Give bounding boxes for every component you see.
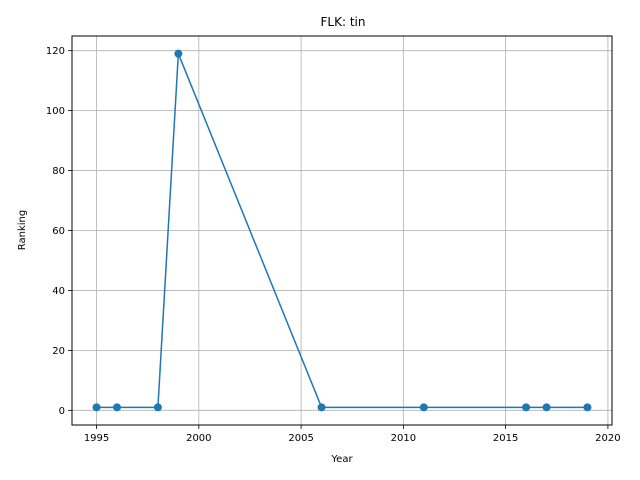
y-tick-label: 100 (46, 106, 65, 117)
data-point (317, 403, 326, 412)
data-point (583, 403, 592, 412)
grid (72, 36, 612, 425)
series-layer (92, 49, 592, 412)
data-point (92, 403, 101, 412)
x-tick-label: 1995 (84, 433, 109, 444)
x-axis-label: Year (330, 454, 353, 465)
y-tick-label: 80 (52, 166, 65, 177)
y-axis-label: Ranking (17, 210, 28, 250)
axis-ticks: 1995 2000 2005 2010 2015 2020 0 20 40 60 80 100 120 (46, 46, 621, 444)
data-point (113, 403, 121, 412)
data-point (153, 403, 162, 412)
data-point (542, 403, 551, 412)
x-tick-label: 2015 (493, 433, 518, 444)
y-tick-label: 120 (46, 46, 65, 57)
chart-title: FLK: tin (321, 15, 366, 29)
x-tick-label: 2020 (595, 433, 620, 444)
data-point (419, 403, 428, 412)
x-tick-label: 2005 (288, 433, 313, 444)
y-tick-label: 0 (59, 406, 65, 417)
plot-frame (71, 35, 613, 426)
y-tick-label: 40 (52, 286, 65, 297)
x-tick-label: 2000 (186, 433, 211, 444)
data-point (174, 49, 183, 58)
y-tick-label: 20 (52, 346, 65, 357)
y-tick-label: 60 (52, 226, 65, 237)
x-tick-label: 2010 (391, 433, 416, 444)
data-point (522, 403, 531, 412)
